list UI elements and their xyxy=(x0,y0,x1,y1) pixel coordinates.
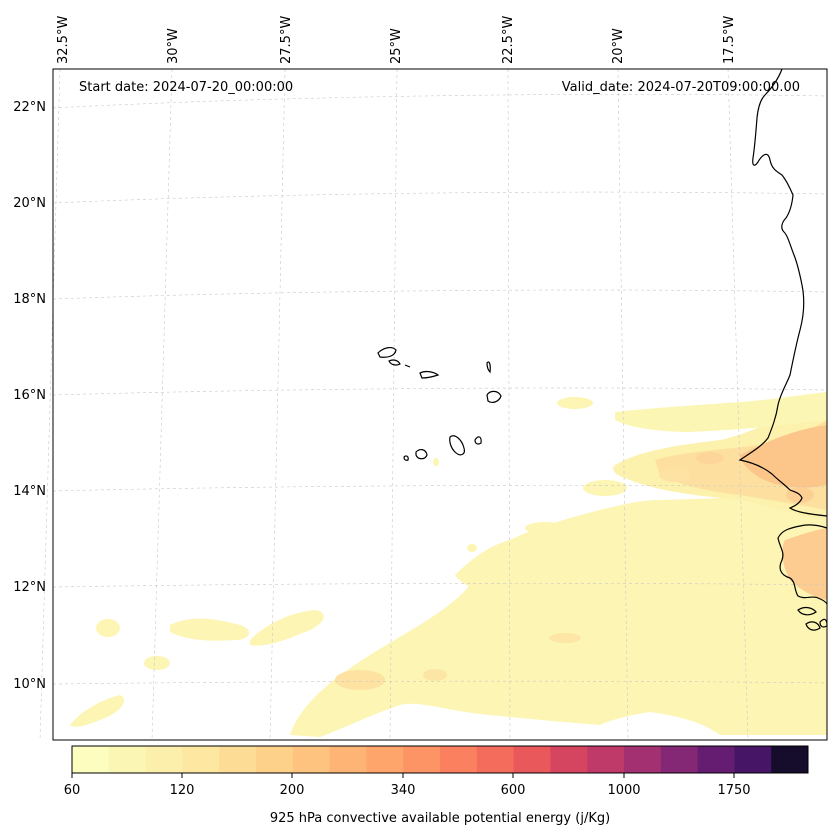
cape-patch-6 xyxy=(557,397,593,409)
fogo-island xyxy=(415,449,428,460)
colorbar-segment xyxy=(771,746,809,773)
cape-spot-4 xyxy=(549,633,581,643)
lon-label: 22.5°W xyxy=(501,16,516,64)
start-date-label: Start date: 2024-07-20_00:00:00 xyxy=(79,80,293,95)
colorbar-segment xyxy=(587,746,625,773)
santiago-island xyxy=(449,435,465,456)
sao-nicolau-island xyxy=(419,370,440,379)
cape-spot-6 xyxy=(423,669,447,681)
lat-label: 22°N xyxy=(13,100,46,115)
graticule xyxy=(39,68,828,741)
colorbar-segment xyxy=(734,746,772,773)
cape-field xyxy=(70,392,827,737)
colorbar-segment xyxy=(550,746,588,773)
sao-vicente-island xyxy=(388,359,401,366)
cape-patch-8 xyxy=(525,522,565,534)
cape-patch-9 xyxy=(610,707,630,717)
valid-date-label: Valid_date: 2024-07-20T09:00:00.00 xyxy=(562,80,800,95)
colorbar-title: 925 hPa convective available potential e… xyxy=(270,811,610,826)
cape-patch-12 xyxy=(433,458,439,466)
guinea-coastline xyxy=(777,524,828,605)
maio-island xyxy=(474,436,482,445)
cape-core-senegal xyxy=(740,425,827,488)
lat-label: 20°N xyxy=(13,196,46,211)
cape-patch-11 xyxy=(467,544,477,552)
colorbar-tick-label: 1000 xyxy=(607,783,640,798)
cape-patch-3 xyxy=(70,695,125,727)
colorbar-segment xyxy=(145,746,183,773)
africa-coastline xyxy=(738,68,828,517)
cape-spot-1 xyxy=(696,452,724,464)
colorbar-segment xyxy=(72,746,110,773)
colorbar xyxy=(72,746,809,773)
colorbar-segment xyxy=(108,746,147,773)
colorbar-tick-label: 60 xyxy=(64,783,81,798)
lat-label: 12°N xyxy=(13,580,46,595)
cape-patch-10 xyxy=(642,583,658,593)
colorbar-segment xyxy=(624,746,662,773)
colorbar-segment xyxy=(256,746,294,773)
santa-luzia-island xyxy=(404,364,411,368)
sal-island xyxy=(486,361,491,374)
brava-island xyxy=(403,455,409,461)
longitude-labels: 32.5°W 30°W 27.5°W 25°W 22.5°W 20°W 17.5… xyxy=(56,16,737,64)
lon-label: 17.5°W xyxy=(722,16,737,64)
cape-patch-5 xyxy=(144,656,170,670)
cape-patch-7 xyxy=(583,480,627,496)
coastlines xyxy=(377,68,828,631)
lon-label: 30°W xyxy=(166,28,181,64)
colorbar-tick-label: 200 xyxy=(280,783,305,798)
cape-patch-1 xyxy=(170,618,250,641)
colorbar-tick-label: 1750 xyxy=(717,783,750,798)
boa-vista-island xyxy=(486,390,502,403)
colorbar-segment xyxy=(476,746,515,773)
lat-label: 10°N xyxy=(13,677,46,692)
colorbar-segment xyxy=(513,746,551,773)
lat-label: 18°N xyxy=(13,292,46,307)
cape-patch-4 xyxy=(96,619,120,637)
colorbar-ticks: 60 120 200 340 600 1000 1750 xyxy=(64,773,751,798)
colorbar-segment xyxy=(292,746,331,773)
colorbar-segment xyxy=(660,746,699,773)
colorbar-segment xyxy=(182,746,220,773)
lon-label: 27.5°W xyxy=(279,16,294,64)
lat-label: 14°N xyxy=(13,484,46,499)
lon-label: 32.5°W xyxy=(56,16,71,64)
colorbar-border xyxy=(71,745,809,774)
colorbar-tick-label: 120 xyxy=(170,783,195,798)
colorbar-segment xyxy=(403,746,441,773)
colorbar-tick-label: 340 xyxy=(391,783,416,798)
cape-spot-2 xyxy=(659,468,691,482)
colorbar-tick-label: 600 xyxy=(501,783,526,798)
colorbar-segment xyxy=(697,746,735,773)
lat-label: 16°N xyxy=(13,388,46,403)
cape-patch-2 xyxy=(250,610,324,646)
colorbar-segment xyxy=(440,746,478,773)
colorbar-segment xyxy=(366,746,404,773)
lon-label: 25°W xyxy=(389,28,404,64)
cape-spot-5 xyxy=(335,670,385,690)
santo-antao-island xyxy=(377,347,397,358)
map-border xyxy=(52,68,828,741)
colorbar-segment xyxy=(329,746,367,773)
latitude-labels: 22°N 20°N 18°N 16°N 14°N 12°N 10°N xyxy=(13,100,46,692)
cape-belt xyxy=(455,495,827,593)
colorbar-segment xyxy=(219,746,257,773)
lon-label: 20°W xyxy=(611,28,626,64)
